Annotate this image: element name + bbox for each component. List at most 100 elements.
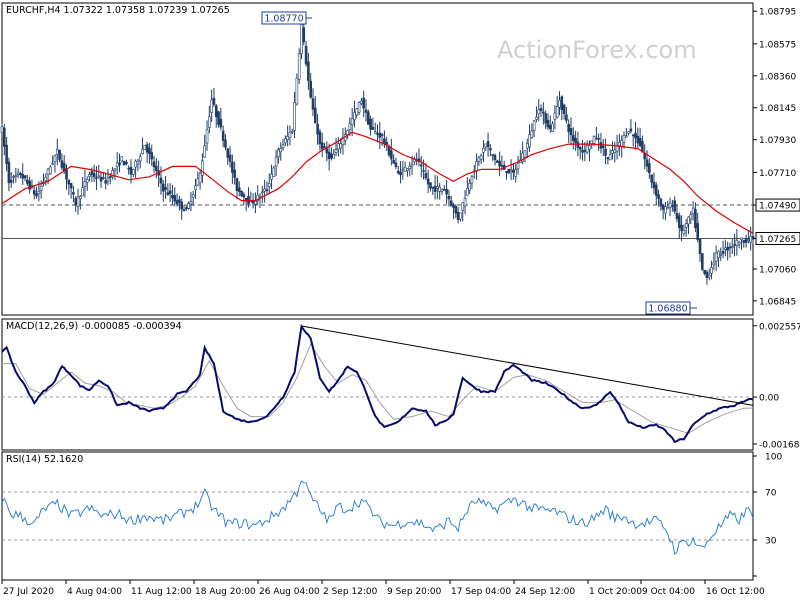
candle-body <box>495 160 499 163</box>
candle-body <box>95 177 98 180</box>
candle-body <box>682 229 686 235</box>
candle-body <box>281 144 285 149</box>
candle-body <box>691 207 695 214</box>
candle-body <box>122 161 126 166</box>
candle-body <box>7 161 11 184</box>
candle-body <box>666 207 670 210</box>
candle-body <box>155 165 158 171</box>
candle-body <box>132 169 135 175</box>
x-tick-label: 16 Oct 12:00 <box>706 587 765 597</box>
candle-body <box>537 109 541 115</box>
candle-body <box>217 111 220 125</box>
candle-body <box>307 61 310 81</box>
candle-body <box>470 176 474 184</box>
candle-body <box>553 112 557 120</box>
candle-body <box>443 189 446 191</box>
candle-body <box>581 149 584 153</box>
watermark: ActionForex.com <box>497 36 697 64</box>
candle-body <box>705 271 709 278</box>
candle-body <box>205 129 209 144</box>
candle-body <box>242 194 246 198</box>
candle-body <box>652 181 656 189</box>
candle-body <box>143 144 147 150</box>
candle-body <box>161 183 165 192</box>
candle-body <box>364 109 368 113</box>
candle-body <box>401 168 405 171</box>
x-tick-label: 2 Sep 12:00 <box>323 587 378 597</box>
x-tick-label: 26 Aug 04:00 <box>259 587 320 597</box>
rsi-y-tick-label: 70 <box>765 489 777 499</box>
candle-body <box>703 269 706 274</box>
candle-body <box>396 170 400 174</box>
candle-body <box>452 204 455 208</box>
candle-body <box>72 192 75 195</box>
price-y-tick-label: 1.08360 <box>759 72 796 82</box>
candle-body <box>569 128 573 136</box>
candle-body <box>627 131 630 134</box>
macd-panel-header: MACD(12,26,9) -0.000085 -0.000394 <box>6 321 182 332</box>
candle-body <box>134 160 137 168</box>
rsi-y-tick-label: 30 <box>765 537 777 547</box>
candle-body <box>595 137 598 140</box>
candle-body <box>108 176 112 179</box>
candle-body <box>254 200 257 205</box>
candle-body <box>555 106 559 118</box>
candle-body <box>311 98 315 110</box>
x-tick-label: 11 Aug 12:00 <box>131 587 192 597</box>
candle-body <box>565 114 568 121</box>
candle-body <box>376 133 379 135</box>
candle-body <box>81 187 84 197</box>
candle-body <box>749 235 752 243</box>
price-y-tick-label: 1.07710 <box>759 169 796 179</box>
candle-body <box>629 128 633 132</box>
candle-body <box>712 262 716 266</box>
candle-body <box>300 24 303 55</box>
candle-body <box>548 125 552 129</box>
candle-body <box>212 97 216 105</box>
candle-body <box>684 223 688 228</box>
candle-body <box>525 143 529 149</box>
candle-body <box>719 254 723 256</box>
candle-body <box>341 137 345 146</box>
candle-body <box>664 206 667 214</box>
candle-body <box>431 186 435 189</box>
candle-body <box>88 174 91 177</box>
candle-body <box>728 246 732 249</box>
price-panel-header: EURCHF,H4 1.07322 1.07358 1.07239 1.0726… <box>6 5 230 16</box>
candle-body <box>23 175 27 179</box>
candle-body <box>677 215 681 228</box>
candle-body <box>567 124 571 132</box>
candle-body <box>164 187 167 190</box>
candle-body <box>90 171 94 175</box>
candle-body <box>661 204 665 210</box>
candle-body <box>53 155 57 163</box>
panel-frame <box>1 2 754 316</box>
candle-body <box>26 179 29 184</box>
candle-body <box>429 182 432 189</box>
macd-y-tick-label: -0.001685 <box>759 441 800 451</box>
candle-body <box>710 267 713 274</box>
candle-body <box>484 143 488 148</box>
candle-body <box>208 116 211 128</box>
candle-body <box>477 157 481 162</box>
candle-body <box>348 123 352 130</box>
candle-body <box>320 142 324 150</box>
candle-body <box>233 169 236 178</box>
candle-body <box>55 148 59 155</box>
candle-body <box>203 145 207 158</box>
candle-body <box>733 244 736 246</box>
candle-body <box>606 157 610 160</box>
candle-body <box>604 148 607 156</box>
candle-body <box>624 135 628 138</box>
price-y-tick-label: 1.07265 <box>759 235 796 245</box>
macd-y-tick-label: 0.002557 <box>759 322 800 332</box>
candle-body <box>392 159 395 164</box>
candle-body <box>721 251 725 254</box>
candle-body <box>717 251 720 258</box>
candle-body <box>366 111 370 125</box>
candle-body <box>3 127 6 147</box>
candle-body <box>249 200 253 203</box>
candle-body <box>150 152 154 160</box>
candle-body <box>113 168 117 172</box>
